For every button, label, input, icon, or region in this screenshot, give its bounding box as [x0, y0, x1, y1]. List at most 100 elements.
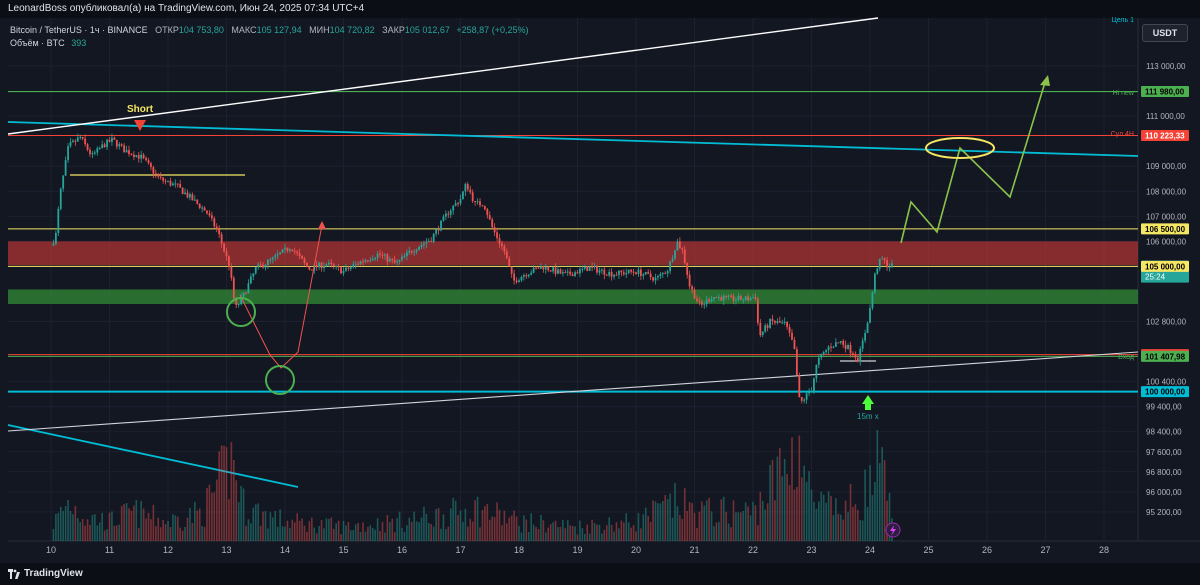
candle-body — [561, 272, 564, 274]
volume-bar — [137, 527, 140, 541]
volume-bar — [769, 464, 771, 541]
candle-body — [369, 260, 372, 262]
volume-bar — [625, 513, 628, 541]
price-marker-label: 105 000,00 — [1145, 262, 1186, 271]
volume-bar — [64, 506, 67, 541]
candle-body — [386, 254, 389, 262]
volume-bar — [291, 519, 294, 541]
candle-body — [688, 274, 691, 287]
candle-body — [513, 273, 516, 281]
volume-bar — [471, 521, 474, 541]
volume-bar — [569, 525, 571, 541]
candle-body — [554, 267, 557, 274]
volume-bar — [330, 517, 333, 541]
time-tick-label: 26 — [982, 545, 992, 555]
candle-body — [479, 201, 481, 206]
volume-bar — [757, 525, 759, 541]
target-circle — [265, 365, 295, 395]
volume-bar — [55, 513, 57, 541]
time-tick-label: 17 — [455, 545, 465, 555]
price-marker — [1141, 223, 1189, 235]
candle-body — [393, 259, 396, 263]
volume-bar — [389, 522, 391, 541]
candle-body — [664, 272, 667, 274]
volume-bar — [81, 518, 84, 541]
volume-bar — [562, 519, 564, 541]
candle-body — [347, 267, 350, 269]
price-tick-label: 106 000,00 — [1146, 237, 1187, 246]
volume-bar — [342, 520, 345, 541]
volume-bar — [123, 504, 125, 541]
candle-body — [342, 270, 345, 274]
volume-bar — [662, 501, 664, 541]
candle-body — [525, 275, 528, 277]
candle-body — [620, 270, 623, 273]
candle-body — [669, 261, 672, 272]
volume-bar — [820, 491, 823, 541]
candle-body — [320, 262, 323, 269]
volume-bar — [52, 529, 55, 541]
volume-bar — [430, 524, 433, 541]
candle-body — [540, 266, 542, 269]
candle-body — [481, 205, 484, 207]
volume-bar — [854, 504, 857, 541]
volume-bar — [610, 524, 613, 541]
candle-body — [184, 192, 186, 194]
candle-body — [508, 258, 511, 267]
candle-body — [91, 153, 94, 155]
volume-bar — [732, 500, 735, 541]
price-marker — [1141, 86, 1189, 98]
volume-bar — [744, 502, 747, 541]
candle-body — [147, 160, 150, 164]
volume-bar — [311, 517, 313, 541]
volume-bar — [581, 528, 584, 541]
volume-bar — [842, 519, 844, 541]
candle-body — [288, 249, 291, 251]
volume-bar — [883, 460, 886, 541]
volume-bar — [233, 460, 235, 541]
volume-bar — [98, 522, 101, 541]
volume-bar — [815, 508, 818, 541]
volume-bar — [435, 509, 437, 541]
volume-bar — [686, 511, 688, 541]
candle-body — [242, 292, 245, 297]
candle-body — [111, 137, 113, 142]
candle-body — [125, 150, 128, 153]
price-tick-label: 108 000,00 — [1146, 187, 1187, 196]
candle-body — [647, 272, 650, 274]
volume-bar — [264, 511, 267, 541]
volume-bar — [379, 531, 381, 541]
volume-bar — [254, 504, 257, 541]
volume-bar — [525, 519, 528, 541]
price-tick-label: 96 800,00 — [1146, 468, 1182, 477]
volume-bar — [552, 522, 554, 541]
candle-body — [571, 274, 574, 277]
volume-bar — [520, 532, 523, 541]
candle-body — [813, 378, 815, 392]
candle-body — [588, 266, 591, 272]
bearish-scenario-path — [239, 224, 323, 369]
volume-bar — [722, 496, 725, 541]
candle-body — [530, 272, 533, 275]
candle-body — [735, 299, 737, 301]
candle-body — [493, 227, 496, 233]
volume-bar — [440, 528, 442, 541]
volume-bar — [652, 500, 654, 541]
currency-badge[interactable]: USDT — [1142, 24, 1188, 42]
volume-bar — [649, 521, 652, 541]
volume-bar — [598, 524, 601, 541]
candle-body — [849, 345, 852, 354]
bullish-projection-arrowhead — [1040, 75, 1050, 86]
candle-body — [401, 256, 403, 260]
price-tick-label: 111 000,00 — [1146, 112, 1185, 121]
candle-body — [123, 145, 126, 153]
candle-body — [89, 149, 91, 155]
volume-bar — [618, 528, 620, 541]
candle-body — [391, 258, 394, 260]
lower-trendline — [7, 424, 299, 488]
price-tick-label: 107 000,00 — [1146, 212, 1187, 221]
candle-body — [574, 272, 576, 277]
legend-ohlc-row: Bitcoin / TetherUS · 1ч · BINANCE ОТКР10… — [10, 24, 528, 37]
volume-bar — [476, 496, 479, 541]
